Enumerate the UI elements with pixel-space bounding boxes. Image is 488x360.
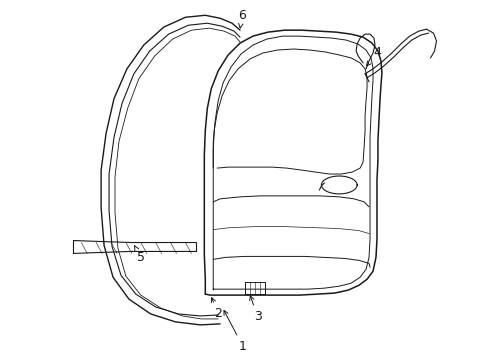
Text: 5: 5 (134, 246, 144, 264)
Text: 6: 6 (238, 9, 245, 28)
Text: 1: 1 (224, 310, 246, 353)
Text: 3: 3 (249, 296, 261, 323)
Text: 2: 2 (211, 298, 222, 320)
Text: 4: 4 (366, 46, 380, 66)
